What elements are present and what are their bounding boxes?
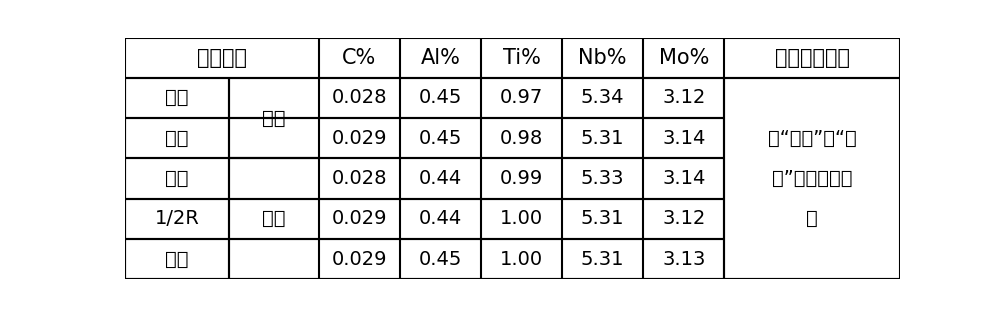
Text: 取样位置: 取样位置: [197, 48, 247, 68]
Text: 5.33: 5.33: [581, 169, 624, 188]
Text: Ti%: Ti%: [503, 48, 540, 68]
Text: 3.14: 3.14: [662, 129, 705, 148]
Text: 0.45: 0.45: [419, 88, 462, 107]
Text: 0.45: 0.45: [419, 250, 462, 269]
Text: 0.029: 0.029: [332, 209, 387, 228]
Text: 0.45: 0.45: [419, 129, 462, 148]
Text: 陷: 陷: [806, 209, 818, 228]
Text: 3.14: 3.14: [662, 169, 705, 188]
Text: 0.028: 0.028: [332, 88, 387, 107]
Text: 0.44: 0.44: [419, 169, 462, 188]
Text: Nb%: Nb%: [578, 48, 627, 68]
Text: 0.029: 0.029: [332, 250, 387, 269]
Text: 0.99: 0.99: [500, 169, 543, 188]
Text: 0.98: 0.98: [500, 129, 543, 148]
Text: Al%: Al%: [420, 48, 460, 68]
Text: 1.00: 1.00: [500, 250, 543, 269]
Text: 1.00: 1.00: [500, 209, 543, 228]
Text: 无“黑斑”、“白: 无“黑斑”、“白: [768, 129, 857, 148]
Text: 5.31: 5.31: [581, 209, 624, 228]
Text: 1/2R: 1/2R: [154, 209, 199, 228]
Text: 锭尾: 锭尾: [165, 129, 189, 148]
Text: 5.31: 5.31: [581, 250, 624, 269]
Text: 0.44: 0.44: [419, 209, 462, 228]
Text: 3.12: 3.12: [662, 88, 705, 107]
Text: C%: C%: [342, 48, 376, 68]
Text: 芯部: 芯部: [165, 169, 189, 188]
Text: 0.97: 0.97: [500, 88, 543, 107]
Text: 表面: 表面: [165, 250, 189, 269]
Text: 3.12: 3.12: [662, 209, 705, 228]
Text: 低倍检验结果: 低倍检验结果: [775, 48, 850, 68]
Text: 斑”，无冶金缺: 斑”，无冶金缺: [772, 169, 852, 188]
Text: 纵向: 纵向: [262, 108, 285, 127]
Text: 5.31: 5.31: [581, 129, 624, 148]
Text: 横向: 横向: [262, 209, 285, 228]
Text: 3.13: 3.13: [662, 250, 705, 269]
Text: Mo%: Mo%: [659, 48, 709, 68]
Text: 0.028: 0.028: [332, 169, 387, 188]
Text: 锭头: 锭头: [165, 88, 189, 107]
Text: 5.34: 5.34: [581, 88, 624, 107]
Text: 0.029: 0.029: [332, 129, 387, 148]
